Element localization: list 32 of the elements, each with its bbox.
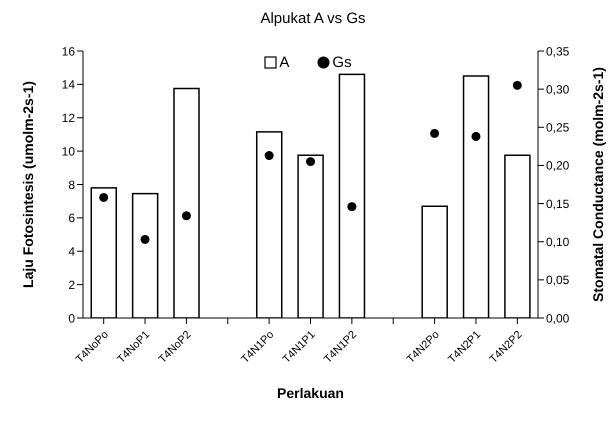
y-tick-label: 12 — [62, 111, 76, 126]
y2-tick-label: 0,10 — [546, 234, 570, 249]
y2-axis-title: Stomatal Conductance (molm-2s-1) — [590, 67, 606, 302]
y-tick-label: 6 — [68, 211, 76, 226]
point — [140, 234, 150, 244]
legend-label: Gs — [331, 54, 352, 71]
y2-tick-label: 0,20 — [546, 158, 570, 173]
y2-tick-label: 0,25 — [546, 120, 570, 135]
point — [512, 80, 522, 90]
y-tick-label: 14 — [62, 78, 76, 92]
point — [264, 151, 274, 160]
chart-title: Alpukat A vs Gs — [259, 10, 367, 27]
point — [99, 192, 108, 202]
y-axis-title: Laju Fotosintesis (umolm-2s-1) — [20, 81, 36, 288]
point — [306, 157, 316, 166]
y-tick-label: 4 — [68, 244, 76, 259]
y-tick-label: 8 — [68, 178, 76, 192]
y2-tick-label: 0,35 — [546, 44, 570, 58]
y2-tick-label: 0,15 — [546, 196, 570, 211]
y2-tick-label: 0,00 — [546, 311, 570, 326]
x-axis-title: Perlakuan — [277, 385, 344, 401]
point — [182, 211, 191, 220]
y2-tick-label: 0,30 — [546, 82, 570, 96]
point — [430, 128, 440, 138]
y-tick-label: 0 — [68, 311, 76, 326]
point — [471, 132, 480, 141]
y-tick-label: 10 — [62, 144, 76, 158]
y2-tick-label: 0,05 — [546, 273, 570, 288]
y-tick-label: 2 — [68, 278, 76, 292]
y-tick-label: 16 — [62, 44, 76, 58]
point — [347, 202, 356, 212]
legend-label: A — [278, 54, 290, 71]
